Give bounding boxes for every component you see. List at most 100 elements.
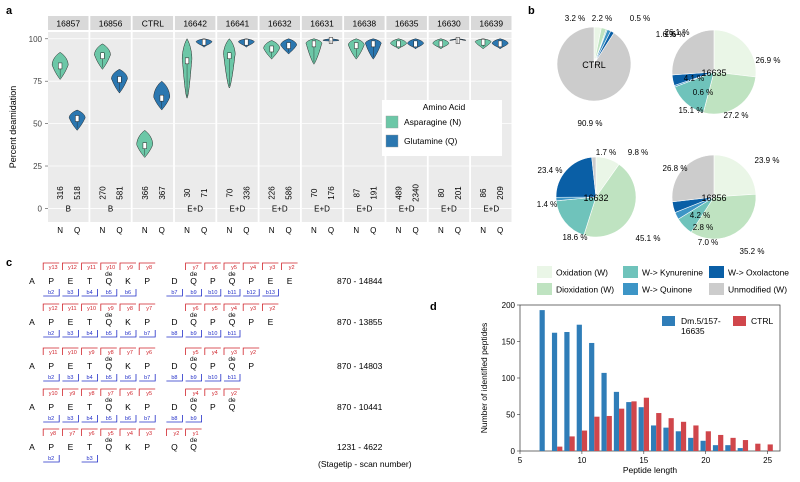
count-label: 30 xyxy=(183,188,192,197)
y-tick-label: 0 xyxy=(38,204,43,213)
residue: E xyxy=(268,317,274,327)
y-ion-bracket xyxy=(100,428,117,436)
b-ion-bracket xyxy=(43,415,60,423)
slice-label: 35.2 % xyxy=(740,247,765,256)
y-ion-label: y3 xyxy=(269,265,275,271)
residue: T xyxy=(87,276,92,286)
b-ion-bracket xyxy=(166,415,183,423)
x-tick-label: N xyxy=(226,226,232,235)
panel-label-b: b xyxy=(528,5,535,17)
facet-strip xyxy=(174,16,216,30)
b-ion-bracket xyxy=(204,289,222,297)
slice-label: 1.7 % xyxy=(596,148,616,157)
facet-panel xyxy=(344,32,385,222)
x-tick-label: N xyxy=(480,226,486,235)
b-ion-bracket xyxy=(120,330,137,338)
box-iqr xyxy=(371,40,376,48)
bar-ctrl xyxy=(594,416,600,451)
legend-entry: CTRL xyxy=(751,316,773,326)
b-ion-label: b13 xyxy=(266,290,275,296)
b-ion-bracket xyxy=(204,330,222,338)
b-ion-label: b11 xyxy=(228,290,237,296)
residue: Q xyxy=(190,442,197,452)
y-ion-bracket xyxy=(119,303,136,311)
slice-label: 26.8 % xyxy=(663,164,688,173)
bar-dm xyxy=(539,310,545,451)
y-ion-label: y4 xyxy=(250,265,256,271)
b-ion-label: b5 xyxy=(106,416,112,422)
bar-dm xyxy=(613,391,620,451)
pie-slice xyxy=(671,154,715,203)
histogram-chart: 0 50 100 150 200 5 10 15 20 25 Peptide length Numbe… xyxy=(479,301,781,475)
residue: Q xyxy=(190,361,197,371)
facet-title: 16638 xyxy=(353,19,377,29)
y-ion-label: y9 xyxy=(69,391,75,397)
b-ion-label: b9 xyxy=(191,416,197,422)
pie-title: 16632 xyxy=(583,193,608,203)
box-iqr xyxy=(227,52,232,59)
legend-entry: W-> Oxolactone xyxy=(728,268,789,278)
bar-ctrl xyxy=(569,436,575,451)
bar-ctrl xyxy=(705,431,711,451)
b-ion-bracket xyxy=(224,330,241,338)
b-ion-bracket xyxy=(43,330,60,338)
box-iqr xyxy=(117,76,122,83)
b-ion-bracket xyxy=(120,415,137,423)
count-label: 80 xyxy=(437,188,446,197)
b-ion-label: b4 xyxy=(87,375,93,381)
slice-label: 27.2 % xyxy=(724,111,749,120)
residue: E xyxy=(68,276,74,286)
y-ion-bracket xyxy=(42,428,60,436)
group-label: E+D xyxy=(441,204,457,213)
y-tick-label: 25 xyxy=(33,162,42,171)
slice-label: 23.9 % xyxy=(755,156,780,165)
slice-label: 18.6 % xyxy=(563,233,588,242)
b-ion-bracket xyxy=(100,415,118,423)
y-ion-label: y9 xyxy=(108,306,114,312)
y-ion-label: y7 xyxy=(146,306,152,312)
b-ion-label: b7 xyxy=(171,290,177,296)
y-ion-label: y10 xyxy=(87,306,96,312)
b-ion-bracket xyxy=(185,415,202,423)
residue: Q xyxy=(190,276,197,286)
slice-label: 1.6 % xyxy=(665,30,685,39)
plot-frame xyxy=(519,304,781,452)
y-ion-bracket xyxy=(204,303,221,311)
y-ion-bracket xyxy=(42,262,60,270)
box-iqr xyxy=(142,142,147,149)
y-ion-label: y10 xyxy=(106,265,115,271)
y-ion-label: y8 xyxy=(89,391,95,397)
y-ion-label: y10 xyxy=(68,350,77,356)
y-axis-label: Percent deamidation xyxy=(8,86,18,169)
legend-swatch xyxy=(709,266,724,278)
b-ion-bracket xyxy=(185,374,202,382)
count-label: 366 xyxy=(141,186,150,200)
b-ion-label: b9 xyxy=(191,290,197,296)
y-ion-label: y8 xyxy=(50,431,56,437)
x-tick-label: 20 xyxy=(701,456,710,465)
facet-panel xyxy=(217,32,258,222)
slice-label: 9.8 % xyxy=(628,148,648,157)
y-ion-label: y2 xyxy=(173,431,179,437)
bar-ctrl xyxy=(680,421,687,451)
y-ion-label: y11 xyxy=(68,306,76,312)
slice-label: 1.6 % xyxy=(656,30,676,39)
x-tick-label: 5 xyxy=(518,456,523,465)
bar-dm xyxy=(564,332,570,451)
y-tick-label: 100 xyxy=(29,35,43,44)
facet-title: 16639 xyxy=(479,19,503,29)
facet-panel xyxy=(132,32,174,222)
bar-ctrl xyxy=(730,437,736,451)
y-ion-bracket xyxy=(81,388,98,396)
facet-panel xyxy=(259,32,300,222)
facet-title: 16856 xyxy=(99,19,123,29)
residue: K xyxy=(125,402,131,412)
x-tick-label: Q xyxy=(159,226,165,235)
deamidation-mark: de xyxy=(190,271,198,278)
y-ion-bracket xyxy=(100,262,117,270)
y-ion-bracket xyxy=(119,347,136,355)
y-tick-label: 75 xyxy=(33,77,42,86)
b-ion-label: b6 xyxy=(125,331,131,337)
slice-label: 26.1 % xyxy=(665,28,690,37)
b-ion-label: b2 xyxy=(48,416,54,422)
